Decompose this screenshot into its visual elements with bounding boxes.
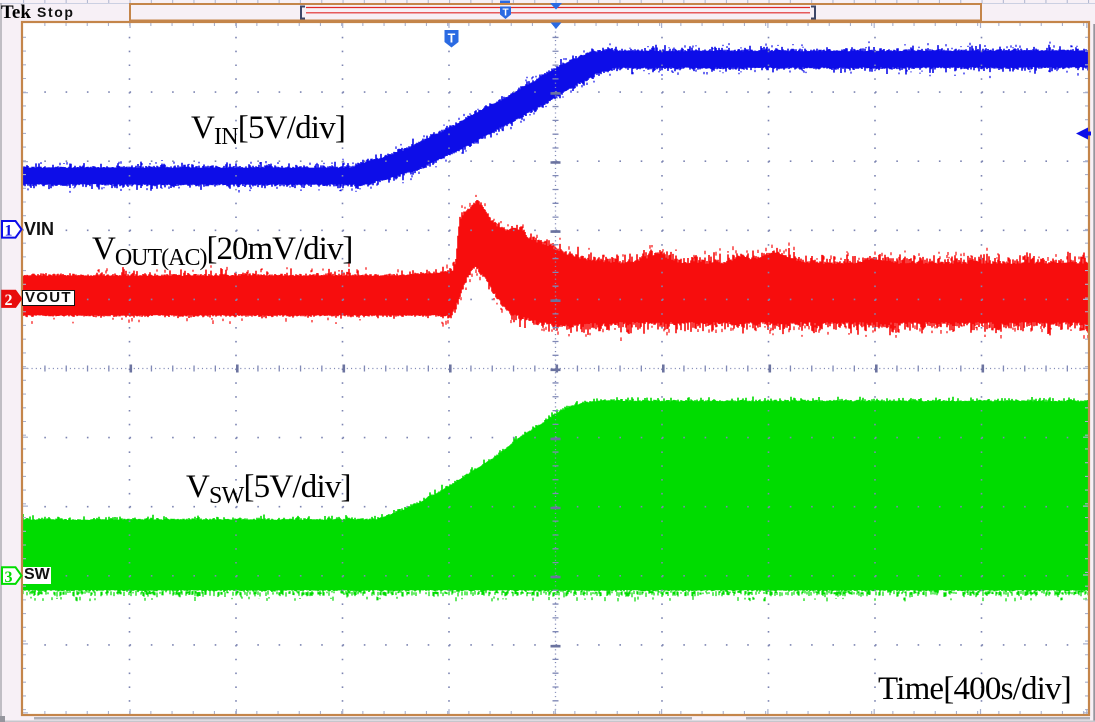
svg-text:T: T [448,32,456,46]
svg-text:3: 3 [5,569,13,586]
svg-text:2: 2 [5,292,13,309]
svg-text:T: T [502,8,508,19]
svg-text:1: 1 [5,223,13,240]
